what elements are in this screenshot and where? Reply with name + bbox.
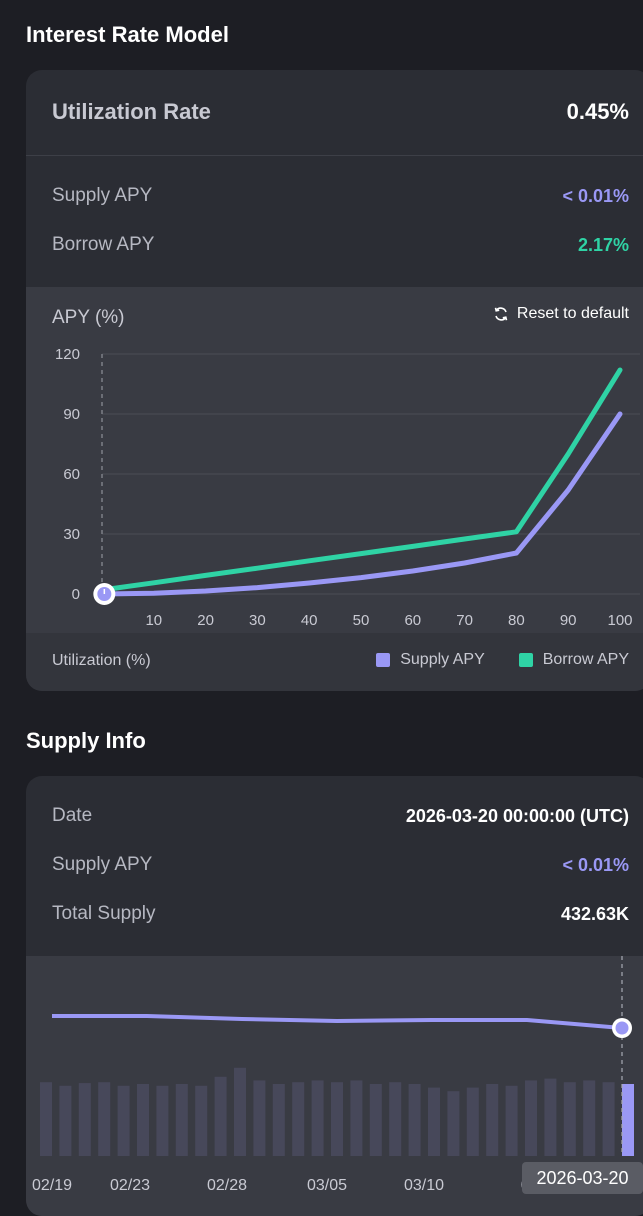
divider	[26, 155, 643, 156]
supply-apy-row: Supply APY < 0.01%	[52, 178, 629, 214]
borrow-apy-line	[99, 367, 623, 593]
y-tick-label: 30	[63, 526, 80, 543]
reset-label: Reset to default	[516, 305, 629, 322]
supply-volume-bar	[175, 1084, 188, 1156]
y-tick-label: 90	[63, 406, 80, 423]
x-tick-label: 50	[353, 612, 370, 629]
utilization-rate-label: Utilization Rate	[52, 99, 211, 124]
reset-to-default-button[interactable]: Reset to default	[493, 305, 629, 323]
x-tick-label: 80	[508, 612, 525, 629]
supply-volume-bar	[466, 1087, 479, 1156]
x-tick-label: 03/05	[307, 1177, 347, 1194]
y-tick-label: 0	[72, 586, 80, 603]
borrow-apy-value: 2.17%	[577, 234, 629, 255]
supply-volume-bar	[389, 1082, 402, 1156]
supply-volume-bar	[369, 1084, 382, 1156]
supply-volume-bar	[602, 1082, 615, 1156]
x-tick-label: 02/23	[110, 1177, 150, 1194]
total-supply-value: 432.63K	[560, 903, 629, 924]
supply-volume-bar	[117, 1085, 130, 1156]
supply-volume-bar	[292, 1082, 305, 1156]
legend-supply[interactable]: Supply APY	[376, 651, 485, 669]
hover-marker-dot	[615, 1021, 629, 1035]
total-supply-label: Total Supply	[52, 903, 156, 924]
date-label: Date	[52, 805, 93, 826]
supply-volume-bar	[195, 1085, 208, 1156]
x-tick-label: 90	[560, 612, 577, 629]
supply-apy-history-line	[52, 1014, 623, 1030]
x-tick-label: 70	[456, 612, 473, 629]
supply-volume-bar	[253, 1080, 266, 1156]
supply-volume-bar	[137, 1084, 149, 1156]
interest-rate-chart[interactable]: 0 30 60 90 120 10 20 30 40 50 60 70 80 90 100	[26, 287, 643, 633]
utilization-rate-row: Utilization Rate 0.45%	[52, 94, 629, 130]
x-tick-label: 30	[249, 612, 266, 629]
supply-apy-info-value: < 0.01%	[562, 854, 629, 875]
refresh-icon	[494, 307, 508, 321]
interest-rate-model-card: Utilization Rate 0.45% Supply APY < 0.01…	[26, 70, 643, 691]
supply-volume-bar	[156, 1085, 169, 1156]
legend-borrow-label: Borrow APY	[542, 651, 629, 668]
borrow-apy-row: Borrow APY 2.17%	[52, 227, 629, 263]
x-tick-label: 20	[197, 612, 214, 629]
supply-volume-bar	[234, 1067, 246, 1156]
supply-apy-info-row: Supply APY < 0.01%	[52, 847, 629, 883]
supply-volume-bar	[214, 1076, 227, 1156]
supply-volume-bar	[40, 1082, 52, 1156]
chart-footer: Utilization (%) Supply APY Borrow APY	[26, 633, 643, 691]
supply-info-title: Supply Info	[26, 728, 146, 753]
supply-volume-bar	[525, 1080, 537, 1156]
supply-swatch	[376, 653, 391, 667]
x-tick-label: 10	[145, 612, 162, 629]
supply-apy-label: Supply APY	[52, 185, 153, 206]
supply-volume-bar	[563, 1082, 576, 1156]
x-tick-label: 40	[301, 612, 318, 629]
interest-rate-model-title: Interest Rate Model	[26, 22, 229, 47]
x-tick-label: 60	[404, 612, 421, 629]
date-value: 2026-03-20 00:00:00 (UTC)	[405, 805, 629, 826]
borrow-apy-label: Borrow APY	[52, 234, 155, 255]
supply-volume-bar	[408, 1084, 421, 1156]
x-tick-label: 03/10	[404, 1177, 444, 1194]
supply-volume-bar	[311, 1080, 324, 1156]
y-tick-label: 120	[55, 346, 80, 363]
supply-apy-line	[99, 411, 623, 597]
supply-volume-bar	[428, 1087, 440, 1156]
supply-info-card: Date 2026-03-20 00:00:00 (UTC) Supply AP…	[26, 776, 643, 1216]
date-row: Date 2026-03-20 00:00:00 (UTC)	[52, 798, 629, 834]
chart-legend: Supply APY Borrow APY	[376, 651, 629, 669]
legend-supply-label: Supply APY	[400, 651, 485, 668]
supply-volume-bar	[447, 1091, 460, 1156]
y-tick-label: 60	[63, 466, 80, 483]
borrow-swatch	[518, 653, 533, 667]
date-tooltip: 2026-03-20	[522, 1162, 643, 1194]
x-tick-label: 02/28	[207, 1177, 247, 1194]
supply-volume-bar	[78, 1083, 91, 1156]
supply-volume-bar	[59, 1085, 72, 1156]
supply-volume-bar	[350, 1080, 363, 1156]
supply-apy-value: < 0.01%	[562, 185, 629, 206]
supply-volume-bar	[544, 1078, 557, 1156]
x-tick-label: 02/19	[32, 1177, 72, 1194]
supply-volume-bar	[622, 1084, 634, 1156]
apy-chart-panel: APY (%) Reset to default 0 30 60 90 120 10 20 3…	[26, 287, 643, 633]
supply-apy-info-label: Supply APY	[52, 854, 153, 875]
legend-borrow[interactable]: Borrow APY	[518, 651, 629, 669]
supply-volume-bar	[272, 1084, 285, 1156]
x-axis-label: Utilization (%)	[52, 652, 151, 669]
supply-volume-bar	[98, 1082, 111, 1156]
supply-volume-bar	[583, 1080, 596, 1156]
x-tick-label: 100	[607, 612, 632, 629]
chart-y-label: APY (%)	[52, 307, 125, 328]
total-supply-row: Total Supply 432.63K	[52, 896, 629, 932]
utilization-rate-value: 0.45%	[566, 99, 629, 124]
supply-volume-bar	[331, 1082, 343, 1156]
supply-volume-bar	[486, 1084, 499, 1156]
supply-volume-bar	[505, 1085, 518, 1156]
